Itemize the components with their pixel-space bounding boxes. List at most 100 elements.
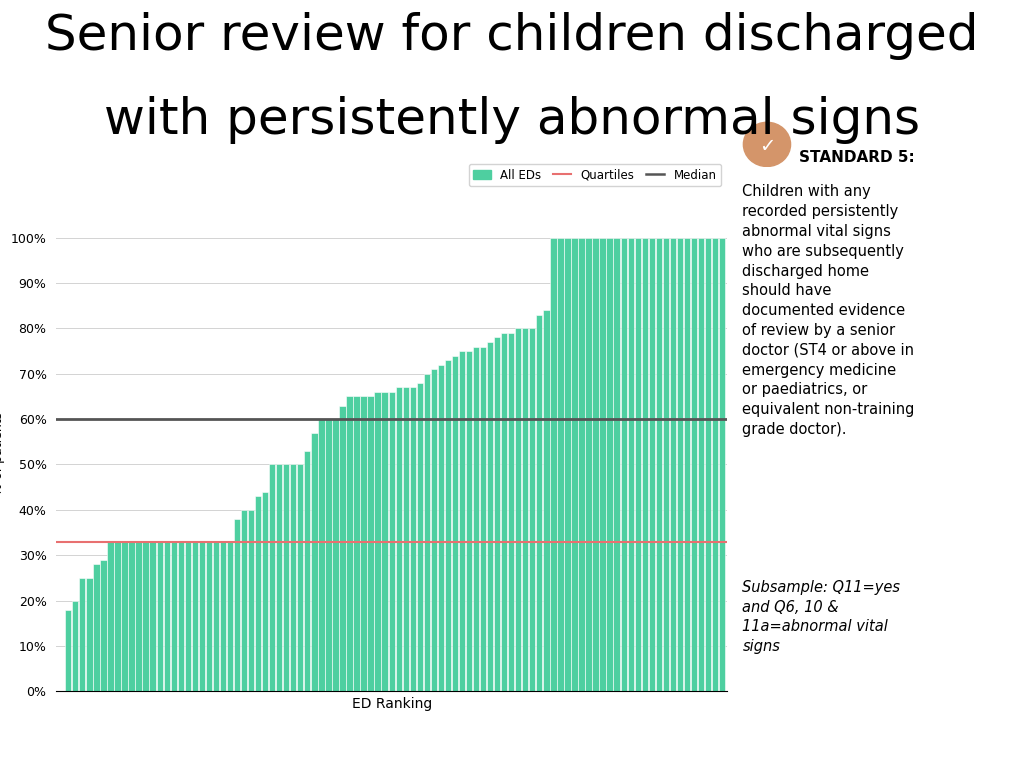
Bar <box>501 333 507 691</box>
Bar <box>220 541 226 691</box>
Bar <box>437 365 444 691</box>
Text: with persistently abnormal signs: with persistently abnormal signs <box>104 96 920 144</box>
Bar <box>529 329 536 691</box>
X-axis label: ED Ranking: ED Ranking <box>351 697 432 710</box>
Bar <box>635 238 641 691</box>
Bar <box>593 238 599 691</box>
Bar <box>466 351 472 691</box>
Bar <box>459 351 465 691</box>
Bar <box>135 541 141 691</box>
Bar <box>677 238 683 691</box>
Bar <box>579 238 585 691</box>
Bar <box>255 496 261 691</box>
Bar <box>86 578 92 691</box>
Bar <box>543 310 550 691</box>
Bar <box>402 387 409 691</box>
Bar <box>353 396 359 691</box>
Bar <box>142 541 148 691</box>
Bar <box>684 238 690 691</box>
Bar <box>213 541 219 691</box>
Bar <box>276 465 283 691</box>
Bar <box>290 465 296 691</box>
Text: STANDARD 5:: STANDARD 5: <box>799 150 914 165</box>
Bar <box>191 541 198 691</box>
Bar <box>388 392 395 691</box>
Bar <box>705 238 712 691</box>
Bar <box>557 238 563 691</box>
Bar <box>332 419 339 691</box>
Bar <box>621 238 627 691</box>
Bar <box>326 419 332 691</box>
Bar <box>283 465 290 691</box>
Bar <box>382 392 388 691</box>
Bar <box>262 492 268 691</box>
Bar <box>508 333 514 691</box>
Bar <box>93 564 99 691</box>
Bar <box>424 374 430 691</box>
Bar <box>410 387 416 691</box>
Bar <box>226 541 233 691</box>
Bar <box>606 238 612 691</box>
Bar <box>79 578 85 691</box>
Bar <box>586 238 592 691</box>
Bar <box>487 342 494 691</box>
Bar <box>269 465 275 691</box>
Bar <box>115 541 121 691</box>
Circle shape <box>743 122 791 167</box>
Bar <box>360 396 367 691</box>
Bar <box>206 541 212 691</box>
Bar <box>199 541 205 691</box>
Text: Children with any
recorded persistently
abnormal vital signs
who are subsequentl: Children with any recorded persistently … <box>742 184 914 437</box>
Bar <box>515 329 521 691</box>
Bar <box>613 238 620 691</box>
Y-axis label: % of patients: % of patients <box>0 412 5 495</box>
Bar <box>157 541 163 691</box>
Bar <box>648 238 655 691</box>
Bar <box>311 432 317 691</box>
Text: Subsample: Q11=yes
and Q6, 10 &
11a=abnormal vital
signs: Subsample: Q11=yes and Q6, 10 & 11a=abno… <box>742 580 900 654</box>
Bar <box>655 238 662 691</box>
Bar <box>128 541 135 691</box>
Bar <box>100 560 106 691</box>
Bar <box>297 465 303 691</box>
Bar <box>712 238 718 691</box>
Bar <box>368 396 374 691</box>
Bar <box>72 601 79 691</box>
Bar <box>599 238 606 691</box>
Bar <box>564 238 570 691</box>
Text: ✓: ✓ <box>759 137 775 156</box>
Bar <box>691 238 697 691</box>
Bar <box>537 315 543 691</box>
Bar <box>346 396 352 691</box>
Bar <box>417 382 423 691</box>
Bar <box>304 451 310 691</box>
Bar <box>571 238 578 691</box>
Bar <box>550 238 557 691</box>
Bar <box>480 346 486 691</box>
Bar <box>444 360 452 691</box>
Bar <box>698 238 705 691</box>
Bar <box>452 356 458 691</box>
Bar <box>494 337 501 691</box>
Bar <box>233 519 241 691</box>
Bar <box>339 406 346 691</box>
Bar <box>670 238 676 691</box>
Bar <box>663 238 669 691</box>
Bar <box>184 541 190 691</box>
Bar <box>164 541 170 691</box>
Bar <box>318 419 325 691</box>
Bar <box>122 541 128 691</box>
Legend: All EDs, Quartiles, Median: All EDs, Quartiles, Median <box>469 164 721 187</box>
Bar <box>473 346 479 691</box>
Bar <box>241 510 247 691</box>
Bar <box>375 392 381 691</box>
Bar <box>522 329 528 691</box>
Bar <box>628 238 634 691</box>
Bar <box>66 610 72 691</box>
Bar <box>431 369 437 691</box>
Bar <box>719 238 725 691</box>
Bar <box>108 541 114 691</box>
Bar <box>248 510 254 691</box>
Bar <box>642 238 648 691</box>
Bar <box>150 541 156 691</box>
